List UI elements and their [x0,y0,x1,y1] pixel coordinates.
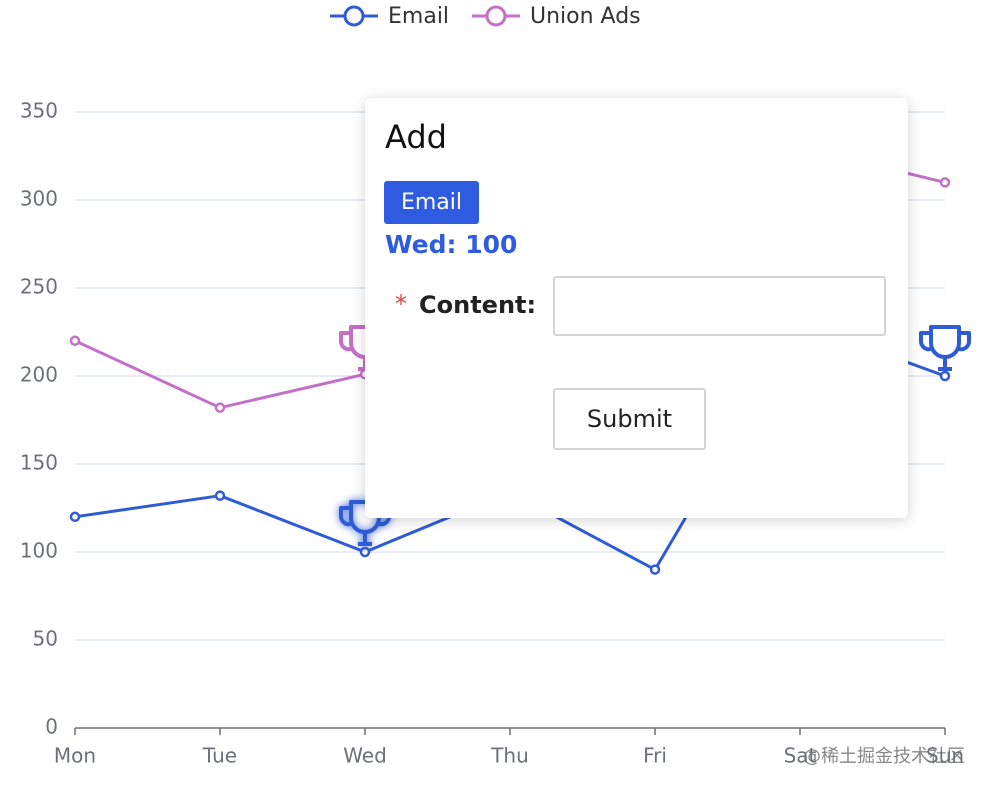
y-tick-label: 150 [20,451,58,475]
trophy-stem [358,532,372,546]
popup: Add Email Wed: 100 * Content: Submit [365,98,908,518]
data-point [69,511,81,523]
y-tick-label: 50 [33,627,58,651]
trophy-handle-left [919,331,932,352]
legend-icon-circle [343,5,365,27]
x-tick-label: Sat [784,744,817,768]
trophy-handle-right [958,331,971,352]
x-tick-label: Mon [54,744,96,768]
data-point [939,177,951,188]
y-tick-label: 350 [20,99,58,123]
data-point [649,564,661,575]
legend-label: Union Ads [530,4,641,29]
data-point [939,370,951,382]
series-tag: Email [384,181,479,224]
submit-button[interactable]: Submit [553,388,706,450]
x-tick-label: Sun [926,744,964,768]
y-tick-label: 300 [20,187,58,211]
content-input[interactable] [553,276,886,336]
y-tick-label: 200 [20,363,58,387]
x-tick-label: Fri [643,744,667,768]
trophy-cup [349,500,381,534]
trophy-handle-left [339,506,352,527]
popup-title: Add [385,118,447,156]
trophy-icon [919,325,971,371]
trophy-stem [938,357,952,371]
y-tick-label: 100 [20,539,58,563]
required-mark: * [395,290,407,318]
watermark: @稀土掘金技术社区 [803,746,965,767]
data-point [359,546,371,558]
data-point [214,402,226,413]
y-tick-label: 0 [45,715,58,739]
trophy-handle-left [339,331,352,352]
point-info: Wed: 100 [385,230,518,259]
x-tick-label: Wed [343,744,387,768]
field-label: Content: [419,291,537,319]
x-tick-label: Thu [490,744,529,768]
y-tick-label: 250 [20,275,58,299]
data-point [214,490,226,501]
legend-label: Email [388,4,449,29]
x-tick-label: Tue [202,744,237,768]
legend-icon-circle [485,5,507,27]
data-point [69,335,81,347]
trophy-cup [929,325,961,359]
